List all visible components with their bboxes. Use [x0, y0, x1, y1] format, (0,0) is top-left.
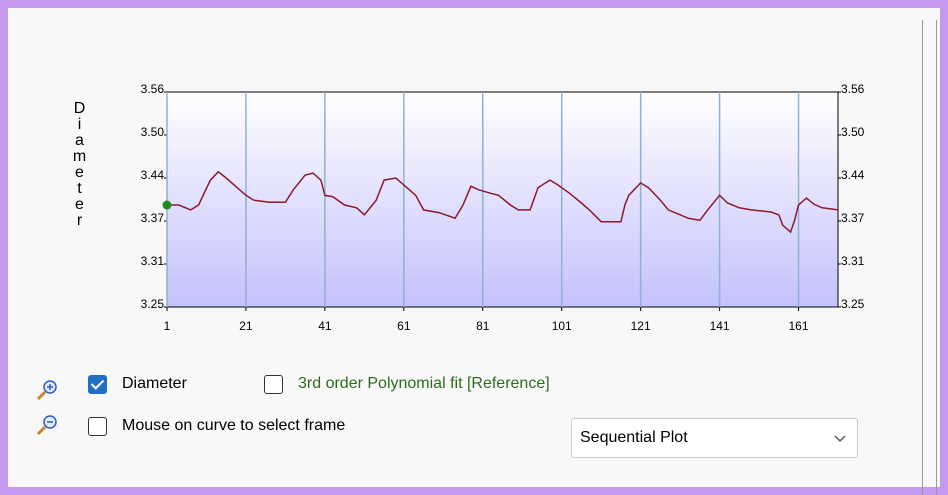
y-tick-label: 3.56: [141, 82, 165, 96]
diameter-checkbox[interactable]: [88, 375, 107, 394]
zoom-out[interactable]: [36, 415, 57, 436]
y-tick-label: 3.44: [141, 168, 165, 182]
mouse-label: Mouse on curve to select frame: [122, 417, 346, 434]
x-tick-label: 61: [397, 319, 411, 333]
y2-tick-label: 3.25: [841, 297, 865, 311]
selected-frame-marker: [162, 200, 172, 210]
y2-tick-label: 3.50: [841, 125, 865, 139]
plot-area: [166, 91, 839, 308]
x-tick-label: 101: [552, 319, 572, 333]
y-tick-label: 3.31: [141, 254, 165, 268]
y-axis-label: Diameter: [71, 100, 88, 228]
zoom-in[interactable]: [36, 380, 57, 401]
fit-checkbox[interactable]: [264, 375, 283, 394]
plot-mode-dropdown[interactable]: Sequential Plot: [571, 418, 858, 458]
splitter: [922, 20, 923, 495]
y-tick-label: 3.50: [141, 125, 165, 139]
splitter: [936, 20, 937, 495]
y2-tick-label: 3.44: [841, 168, 865, 182]
y2-tick-label: 3.56: [841, 82, 865, 96]
data-line: [167, 170, 839, 234]
y-tick-label: 3.25: [141, 297, 165, 311]
legend-label: Diameter: [122, 375, 187, 392]
x-tick-label: 1: [164, 319, 171, 333]
x-tick-label: 121: [631, 319, 651, 333]
x-tick-label: 21: [239, 319, 253, 333]
mouse-checkbox[interactable]: [88, 417, 107, 436]
x-tick-label: 161: [789, 319, 809, 333]
x-tick-label: 141: [710, 319, 730, 333]
x-tick-label: 81: [476, 319, 490, 333]
y2-tick-label: 3.31: [841, 254, 865, 268]
y2-tick-label: 3.37: [841, 211, 865, 225]
x-tick-label: 41: [318, 319, 332, 333]
dropdown-arrow: [834, 435, 846, 443]
dropdown-value: Sequential Plot: [580, 429, 688, 446]
fit-label: 3rd order Polynomial fit [Reference]: [298, 375, 550, 392]
y-tick-label: 3.37: [141, 211, 165, 225]
